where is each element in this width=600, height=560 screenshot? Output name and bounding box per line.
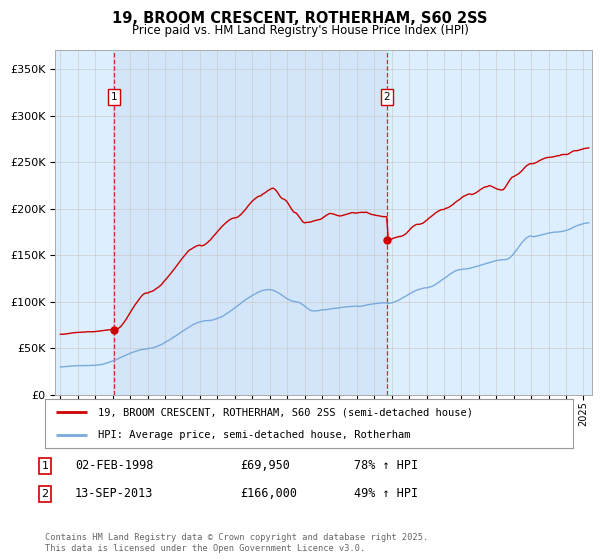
Text: Contains HM Land Registry data © Crown copyright and database right 2025.
This d: Contains HM Land Registry data © Crown c… <box>45 533 428 553</box>
Text: 2: 2 <box>383 92 390 102</box>
Text: £69,950: £69,950 <box>240 459 290 473</box>
Text: HPI: Average price, semi-detached house, Rotherham: HPI: Average price, semi-detached house,… <box>98 430 410 440</box>
Text: 2: 2 <box>41 489 49 499</box>
Text: 78% ↑ HPI: 78% ↑ HPI <box>354 459 418 473</box>
Text: Price paid vs. HM Land Registry's House Price Index (HPI): Price paid vs. HM Land Registry's House … <box>131 24 469 36</box>
Text: 1: 1 <box>111 92 118 102</box>
Text: 19, BROOM CRESCENT, ROTHERHAM, S60 2SS: 19, BROOM CRESCENT, ROTHERHAM, S60 2SS <box>112 11 488 26</box>
Text: 49% ↑ HPI: 49% ↑ HPI <box>354 487 418 501</box>
Text: £166,000: £166,000 <box>240 487 297 501</box>
Text: 1: 1 <box>41 461 49 471</box>
Text: 02-FEB-1998: 02-FEB-1998 <box>75 459 154 473</box>
Bar <box>115 50 386 395</box>
Text: 19, BROOM CRESCENT, ROTHERHAM, S60 2SS (semi-detached house): 19, BROOM CRESCENT, ROTHERHAM, S60 2SS (… <box>98 407 473 417</box>
Text: 13-SEP-2013: 13-SEP-2013 <box>75 487 154 501</box>
